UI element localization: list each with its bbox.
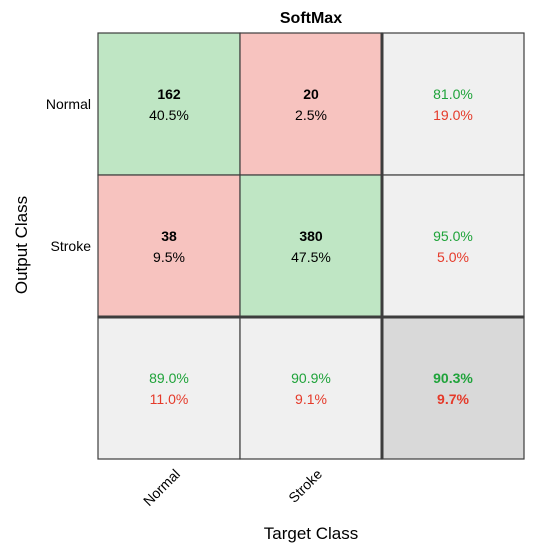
chart-title: SoftMax xyxy=(280,10,342,27)
col-summary-cell-bg xyxy=(239,316,383,460)
cell-count: 38 xyxy=(161,228,177,244)
summary-good: 81.0% xyxy=(433,86,473,102)
summary-good: 95.0% xyxy=(433,228,473,244)
summary-bad: 9.1% xyxy=(295,391,327,407)
cell-count: 162 xyxy=(157,86,181,102)
summary-bad: 9.7% xyxy=(437,391,469,407)
summary-good: 89.0% xyxy=(149,370,189,386)
col-summary-cell: 90.9% 9.1% xyxy=(239,316,383,460)
row-summary-cell: 95.0% 5.0% xyxy=(381,174,525,318)
matrix-cell-bg xyxy=(97,32,241,176)
matrix-cell: 380 47.5% xyxy=(239,174,383,318)
row-class-label: Stroke xyxy=(51,238,92,254)
col-summary-cell: 89.0% 11.0% xyxy=(97,316,241,460)
matrix-grid: 162 40.5% 20 2.5% 81.0% 19.0% 38 9.5% 380 47.5% 95… xyxy=(97,32,525,460)
col-summary-cell-bg xyxy=(97,316,241,460)
summary-bad: 5.0% xyxy=(437,249,469,265)
col-class-label: Stroke xyxy=(285,466,325,506)
row-summary-cell-bg xyxy=(381,32,525,176)
matrix-cell: 20 2.5% xyxy=(239,32,383,176)
summary-good: 90.3% xyxy=(433,370,473,386)
matrix-cell: 38 9.5% xyxy=(97,174,241,318)
matrix-cell: 162 40.5% xyxy=(97,32,241,176)
row-class-label: Normal xyxy=(46,96,91,112)
row-summary-cell-bg xyxy=(381,174,525,318)
y-axis-label: Output Class xyxy=(12,196,31,294)
summary-good: 90.9% xyxy=(291,370,331,386)
overall-cell-bg xyxy=(381,316,525,460)
summary-bad: 19.0% xyxy=(433,107,473,123)
matrix-cell-bg xyxy=(97,174,241,318)
cell-percent: 2.5% xyxy=(295,107,327,123)
x-axis-label: Target Class xyxy=(264,524,358,543)
col-labels: Normal Stroke xyxy=(140,466,325,509)
matrix-cell-bg xyxy=(239,32,383,176)
row-labels: Normal Stroke xyxy=(46,96,91,254)
cell-percent: 9.5% xyxy=(153,249,185,265)
summary-bad: 11.0% xyxy=(150,391,189,407)
overall-cell: 90.3% 9.7% xyxy=(381,316,525,460)
cell-count: 20 xyxy=(303,86,319,102)
cell-percent: 40.5% xyxy=(149,107,189,123)
cell-count: 380 xyxy=(299,228,323,244)
cell-percent: 47.5% xyxy=(291,249,331,265)
matrix-cell-bg xyxy=(239,174,383,318)
col-class-label: Normal xyxy=(140,466,183,509)
row-summary-cell: 81.0% 19.0% xyxy=(381,32,525,176)
